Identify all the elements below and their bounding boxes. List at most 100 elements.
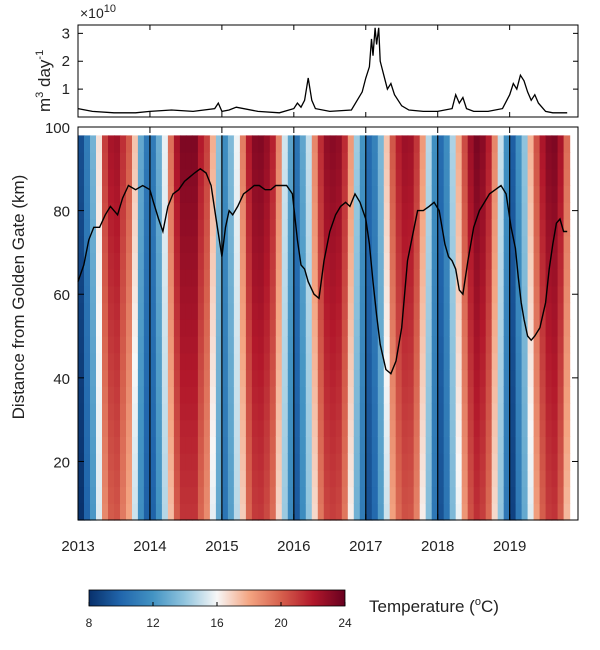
- heatmap-cell: [365, 319, 373, 337]
- heatmap-cell: [114, 269, 121, 287]
- heatmap-cell: [132, 469, 139, 488]
- heatmap-cell: [467, 319, 475, 337]
- heatmap-cell: [389, 219, 397, 237]
- heatmap-cell: [317, 152, 325, 170]
- heatmap-cell: [215, 386, 223, 404]
- heatmap-cell: [120, 135, 127, 153]
- heatmap-cell: [78, 185, 85, 203]
- heatmap-cell: [353, 152, 361, 170]
- heatmap-cell: [419, 436, 427, 454]
- heatmap-cell: [545, 336, 553, 354]
- heatmap-cell: [359, 152, 367, 170]
- heatmap-cell: [84, 135, 91, 153]
- heatmap-cell: [179, 402, 187, 421]
- heatmap-cell: [545, 168, 553, 187]
- heatmap-cell: [359, 453, 367, 471]
- heatmap-cell: [341, 252, 349, 270]
- heatmap-cell: [431, 486, 439, 504]
- heatmap-cell: [137, 503, 145, 521]
- heatmap-cell: [389, 419, 397, 437]
- temperature-x-tick-label: 2016: [277, 538, 310, 555]
- heatmap-cell: [167, 469, 175, 488]
- heatmap-cell: [114, 402, 121, 421]
- heatmap-cell: [485, 336, 493, 354]
- heatmap-cell: [215, 219, 223, 237]
- heatmap-cell: [108, 302, 115, 320]
- heatmap-cell: [503, 185, 511, 203]
- heatmap-cell: [461, 352, 469, 371]
- heatmap-cell: [437, 453, 445, 471]
- heatmap-cell: [305, 503, 313, 521]
- heatmap-cell: [257, 235, 265, 253]
- heatmap-cell: [437, 369, 445, 387]
- heatmap-cell: [485, 269, 493, 287]
- heatmap-cell: [521, 135, 529, 153]
- heatmap-cell: [563, 402, 571, 421]
- heatmap-cell: [90, 202, 97, 220]
- heatmap-cell: [203, 503, 211, 521]
- heatmap-cell: [341, 419, 349, 437]
- heatmap-cell: [257, 302, 265, 320]
- heatmap-cell: [269, 486, 277, 504]
- heatmap-cell: [317, 453, 325, 471]
- heatmap-cell: [533, 336, 541, 354]
- heatmap-cell: [491, 503, 499, 521]
- heatmap-cell: [239, 302, 247, 320]
- heatmap-cell: [245, 486, 253, 504]
- heatmap-cell: [407, 219, 415, 237]
- heatmap-cell: [305, 436, 313, 454]
- heatmap-cell: [239, 369, 247, 387]
- heatmap-cell: [467, 285, 475, 304]
- heatmap-cell: [467, 219, 475, 237]
- heatmap-cell: [467, 503, 475, 521]
- heatmap-cell: [108, 436, 115, 454]
- heatmap-cell: [191, 486, 199, 504]
- heatmap-cell: [491, 235, 499, 253]
- heatmap-cell: [275, 252, 283, 270]
- heatmap-cell: [233, 135, 241, 153]
- heatmap-cell: [455, 369, 463, 387]
- heatmap-cell: [287, 285, 295, 304]
- heatmap-cell: [371, 503, 379, 521]
- heatmap-cell: [275, 419, 283, 437]
- heatmap-cell: [126, 486, 133, 504]
- heatmap-cell: [365, 419, 373, 437]
- heatmap-cell: [509, 302, 517, 320]
- heatmap-cell: [365, 369, 373, 387]
- heatmap-cell: [383, 419, 391, 437]
- heatmap-cell: [126, 453, 133, 471]
- heatmap-cell: [161, 302, 169, 320]
- heatmap-cell: [185, 369, 193, 387]
- heatmap-cell: [365, 202, 373, 220]
- heatmap-cell: [108, 269, 115, 287]
- heatmap-cell: [335, 436, 343, 454]
- heatmap-cell: [161, 152, 169, 170]
- heatmap-cell: [563, 436, 571, 454]
- heatmap-cell: [305, 402, 313, 421]
- heatmap-cell: [533, 269, 541, 287]
- heatmap-cell: [365, 469, 373, 488]
- heatmap-cell: [455, 469, 463, 488]
- heatmap-cell: [78, 336, 85, 354]
- heatmap-cell: [275, 503, 283, 521]
- heatmap-cell: [347, 302, 355, 320]
- heatmap-cell: [527, 319, 535, 337]
- heatmap-cell: [108, 185, 115, 203]
- heatmap-cell: [437, 285, 445, 304]
- heatmap-cell: [551, 419, 559, 437]
- heatmap-cell: [335, 285, 343, 304]
- heatmap-cell: [485, 135, 493, 153]
- heatmap-cell: [126, 135, 133, 153]
- heatmap-cell: [132, 202, 139, 220]
- heatmap-cell: [269, 135, 277, 153]
- heatmap-cell: [467, 453, 475, 471]
- colorbar-tick-label: 24: [338, 616, 352, 630]
- heatmap-cell: [431, 319, 439, 337]
- heatmap-cell: [539, 453, 547, 471]
- heatmap-cell: [155, 302, 163, 320]
- heatmap-cell: [539, 419, 547, 437]
- heatmap-cell: [90, 185, 97, 203]
- heatmap-cell: [299, 402, 307, 421]
- heatmap-cell: [197, 469, 205, 488]
- heatmap-cell: [287, 302, 295, 320]
